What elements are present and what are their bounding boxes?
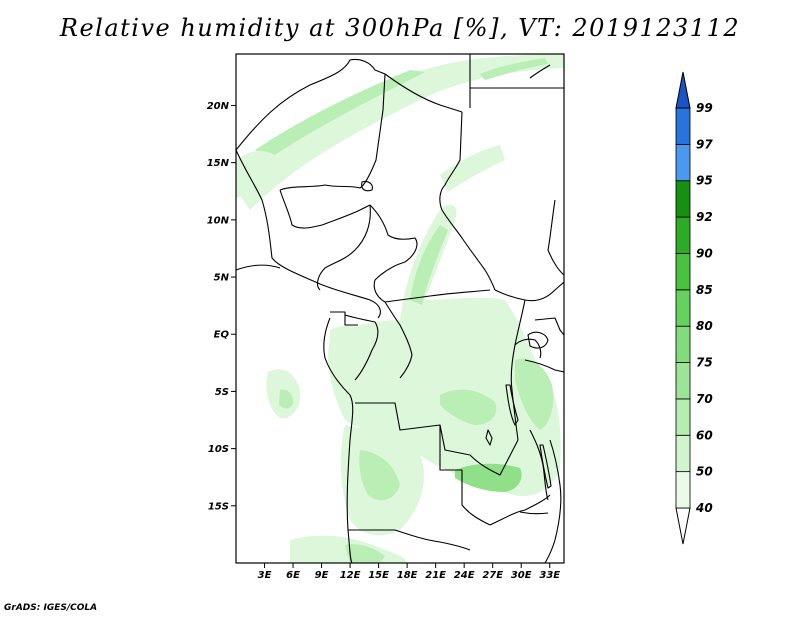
colorbar-under-triangle [675, 507, 691, 545]
colorbar-level-label: 60 [696, 428, 713, 442]
lat-tick-label: 10N [207, 215, 230, 226]
colorbar-level-label: 85 [696, 283, 713, 297]
humidity-zambia-core [455, 463, 522, 492]
colorbar-level-label: 92 [696, 210, 713, 224]
border-drc-east [510, 299, 526, 441]
lon-tick-label: 9E [315, 570, 329, 581]
border-congo [344, 314, 379, 381]
colorbar-box [675, 434, 691, 473]
humidity-central-core [410, 225, 448, 305]
humidity-band-westcoast [236, 150, 275, 198]
lake-tanganyika [505, 384, 519, 426]
colorbar-level-label: 40 [695, 501, 713, 515]
chart-title: Relative humidity at 300hPa [%], VT: 201… [59, 14, 741, 42]
colorbar-box [675, 180, 691, 218]
lat-tick-label: 20N [207, 101, 230, 112]
border-ethiopia [547, 199, 564, 276]
border-mozambique [544, 439, 562, 563]
border-nigeria-cameroon [316, 204, 371, 291]
border-namibia [348, 529, 471, 551]
lake-victoria [527, 331, 549, 349]
border-nigeria-niger [279, 189, 371, 229]
border-gabon [330, 311, 358, 326]
colorbar-box [675, 398, 691, 436]
lon-tick-label: 6E [286, 570, 300, 581]
colorbar-box [675, 107, 691, 145]
nile-delta-coast [529, 64, 551, 79]
colorbar-level-label: 95 [696, 174, 713, 188]
longitude-axis: 3E 6E 9E 12E 15E 18E 21E 24E 27E 30E 33E [258, 563, 560, 581]
coastline-gulf [236, 264, 281, 271]
border-drc-north [384, 301, 413, 379]
colorbar-box [675, 289, 691, 327]
border-chad-sudan [441, 209, 496, 291]
map-panel [235, 53, 565, 564]
border-libya-chad [439, 111, 463, 211]
colorbar-box [675, 471, 691, 509]
lon-tick-label: 18E [397, 570, 418, 581]
colorbar-box [675, 216, 691, 254]
colorbar-box [675, 253, 691, 291]
grads-credit: GrADS: IGES/COLA [4, 603, 98, 613]
border-uganda [514, 338, 542, 359]
humidity-south-core [345, 544, 385, 563]
border-angola-zambia [439, 425, 491, 526]
colorbar-level-label: 70 [696, 392, 713, 406]
border-kenya [534, 317, 564, 336]
humidity-band-sahara-core [255, 70, 425, 158]
lon-tick-label: 21E [425, 570, 446, 581]
humidity-field [236, 54, 564, 563]
border-algeria-libya [236, 58, 463, 151]
colorbar-level-label: 75 [696, 356, 713, 370]
country-boundaries [236, 54, 564, 563]
lake-malawi [539, 444, 552, 489]
lat-tick-label: 10S [208, 444, 229, 455]
humidity-central-tongue [328, 204, 561, 496]
lat-tick-label: 5S [215, 387, 229, 398]
humidity-angola-core [359, 450, 400, 501]
lake-chad [361, 180, 373, 192]
colorbar-level-label: 80 [696, 319, 713, 333]
lon-tick-label: 33E [539, 570, 560, 581]
colorbar-level-label: 50 [696, 465, 713, 479]
colorbar-box [675, 362, 691, 400]
border-tanzania [524, 359, 564, 373]
lon-tick-label: 15E [368, 570, 389, 581]
coastline-west-africa [236, 149, 381, 319]
map-frame [235, 53, 565, 564]
border-cameroon-chad [369, 204, 418, 263]
lake-kariba [519, 511, 549, 515]
lon-tick-label: 24E [454, 570, 475, 581]
border-zambia-south [489, 494, 551, 526]
lon-tick-label: 27E [482, 570, 503, 581]
colorbar-over-triangle [675, 71, 691, 109]
colorbar-level-label: 99 [696, 101, 713, 115]
lat-tick-label: 5N [214, 273, 230, 284]
lake-mweru [485, 429, 493, 446]
lat-tick-label: 15N [207, 158, 230, 169]
lon-tick-label: 12E [340, 570, 361, 581]
lat-tick-label: 15S [208, 501, 229, 512]
humidity-ocean-blob-core [279, 389, 294, 409]
latitude-axis: 20N 15N 10N 5N EQ 5S 10S 15S [207, 101, 236, 512]
colorbar-level-label: 90 [696, 246, 713, 260]
border-niger-chad [279, 73, 386, 191]
colorbar-box [675, 325, 691, 363]
lon-tick-label: 3E [258, 570, 272, 581]
lat-tick-label: EQ [214, 330, 230, 341]
humidity-band-northeast [480, 58, 548, 80]
colorbar: 40 50 60 70 75 80 85 90 92 95 97 99 [675, 71, 713, 545]
humidity-band-chad [440, 145, 505, 192]
border-drc-south [355, 402, 519, 476]
colorbar-box [675, 143, 691, 182]
humidity-band-sahara [236, 54, 564, 210]
colorbar-level-label: 97 [696, 137, 713, 151]
lon-tick-label: 30E [511, 570, 532, 581]
humidity-lakes-core [515, 358, 554, 430]
coastline-central-west [323, 317, 354, 563]
humidity-gabon [329, 325, 376, 385]
border-south-sudan [494, 281, 564, 302]
humidity-congo-core [440, 389, 497, 425]
